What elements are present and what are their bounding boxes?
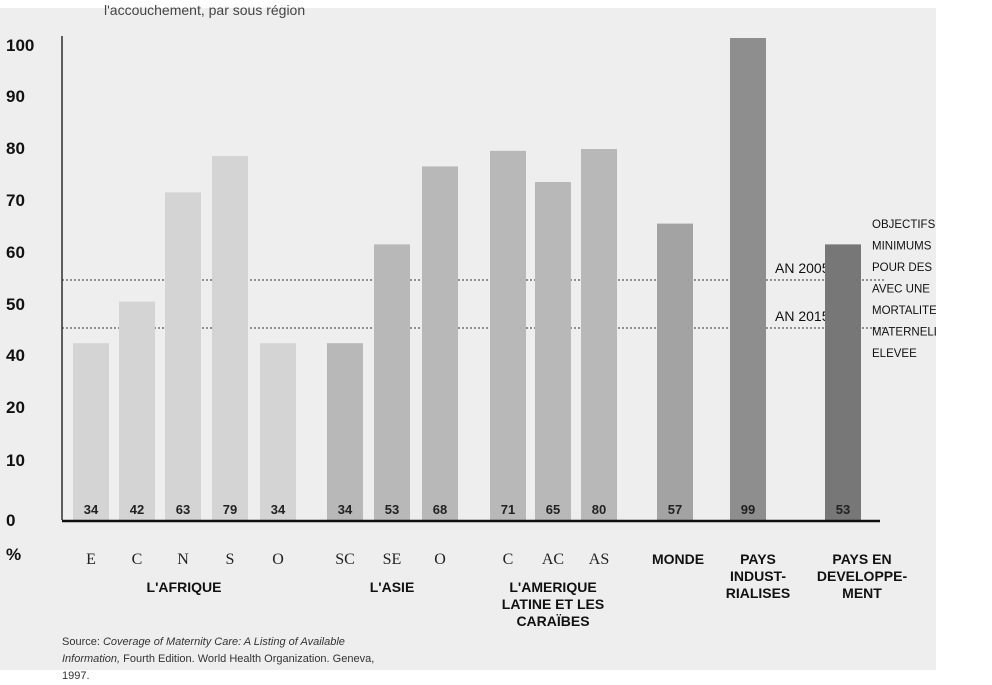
x-tick-label: AC [542, 551, 564, 568]
y-tick-label: 70 [6, 191, 25, 210]
bar-value-label: 68 [433, 502, 447, 517]
bar-value-label: 34 [271, 502, 286, 517]
group-label: LATINE ET LES [502, 596, 604, 612]
bar-14 [825, 244, 861, 520]
group-label: L'AFRIQUE [147, 579, 222, 595]
bar-chart: 0 10 20 40 50 60 70 80 90 100% AN 2005 AN 2015 34 4… [6, 36, 965, 629]
target-note-line: MATERNELLE [872, 327, 936, 339]
bar-value-label: 42 [130, 502, 144, 517]
target-note-line: MORTALITE [872, 305, 936, 317]
bar-7 [374, 244, 410, 520]
bar-12 [657, 223, 693, 520]
y-tick-label: 20 [6, 398, 25, 417]
reference-line-label: AN 2005 [775, 260, 830, 276]
y-tick-label: 10 [6, 451, 25, 470]
group-label: L'ASIE [370, 579, 415, 595]
x-tick-label: C [503, 551, 514, 568]
group-label: CARAÏBES [516, 613, 589, 629]
bar-value-label: 53 [836, 502, 850, 517]
group-label: MENT [842, 585, 882, 601]
bar-9 [490, 150, 526, 521]
bar-1 [73, 343, 109, 520]
group-label: MONDE [652, 551, 704, 567]
bar-4 [212, 156, 248, 520]
x-tick-label: N [177, 551, 189, 568]
bar-value-label: 80 [592, 502, 606, 517]
x-tick-label: C [132, 551, 143, 568]
bar-11 [581, 149, 617, 520]
target-note-line: OBJECTIFS [872, 219, 936, 231]
y-tick-label: 100 [6, 36, 34, 55]
x-tick-label: S [226, 551, 235, 568]
group-label: RIALISES [726, 585, 791, 601]
bar-value-label: 53 [385, 502, 399, 517]
bar-value-label: 71 [501, 502, 515, 517]
y-tick-label: 60 [6, 243, 25, 262]
y-tick-label: 50 [6, 295, 25, 314]
y-tick-label: 90 [6, 87, 25, 106]
x-tick-label: SC [335, 551, 355, 568]
group-label: L'AMERIQUE [509, 579, 596, 595]
bar-value-label: 34 [338, 502, 353, 517]
y-unit-label: % [6, 545, 21, 564]
x-tick-label: O [272, 551, 284, 568]
target-note-line: ELEVEE [872, 348, 917, 360]
chart-panel: l'accouchement, par sous région 0 10 20 40 5… [0, 2, 965, 682]
source-prefix: Source: [62, 636, 100, 648]
target-note-line: POUR DES PAYS [872, 262, 936, 274]
bar-value-label: 57 [668, 502, 682, 517]
reference-line-label: AN 2015 [775, 308, 830, 324]
chart-subtitle: l'accouchement, par sous région [104, 2, 306, 18]
bar-value-label: 65 [546, 502, 560, 517]
source-note: Source: Coverage of Maternity Care: A Li… [62, 634, 392, 685]
figure: l'accouchement, par sous région 0 10 20 40 5… [0, 2, 965, 682]
group-label: PAYS [740, 551, 776, 567]
target-note-line: MINIMUMS [872, 241, 932, 253]
bar-5 [260, 343, 296, 520]
group-label: DEVELOPPE- [817, 568, 908, 584]
x-tick-label: E [86, 551, 96, 568]
bar-value-label: 79 [223, 502, 237, 517]
bar-value-label: 99 [741, 502, 755, 517]
bar-10 [535, 182, 571, 520]
bar-8 [422, 166, 458, 520]
x-tick-label: AS [589, 551, 609, 568]
bar-3 [165, 192, 201, 520]
target-note-line: AVEC UNE [872, 284, 930, 296]
x-tick-label: O [434, 551, 446, 568]
y-tick-label: 80 [6, 139, 25, 158]
bar-13 [730, 38, 766, 520]
bar-6 [327, 343, 363, 520]
source-title: Coverage of Maternity Care: A Listing of… [62, 636, 345, 665]
bar-2 [119, 301, 155, 520]
bar-value-label: 34 [84, 502, 99, 517]
group-label: PAYS EN [832, 551, 891, 567]
x-tick-label: SE [383, 551, 402, 568]
y-tick-label: 0 [6, 511, 15, 530]
y-tick-label: 40 [6, 346, 25, 365]
group-label: INDUST- [730, 568, 786, 584]
bar-value-label: 63 [176, 502, 190, 517]
